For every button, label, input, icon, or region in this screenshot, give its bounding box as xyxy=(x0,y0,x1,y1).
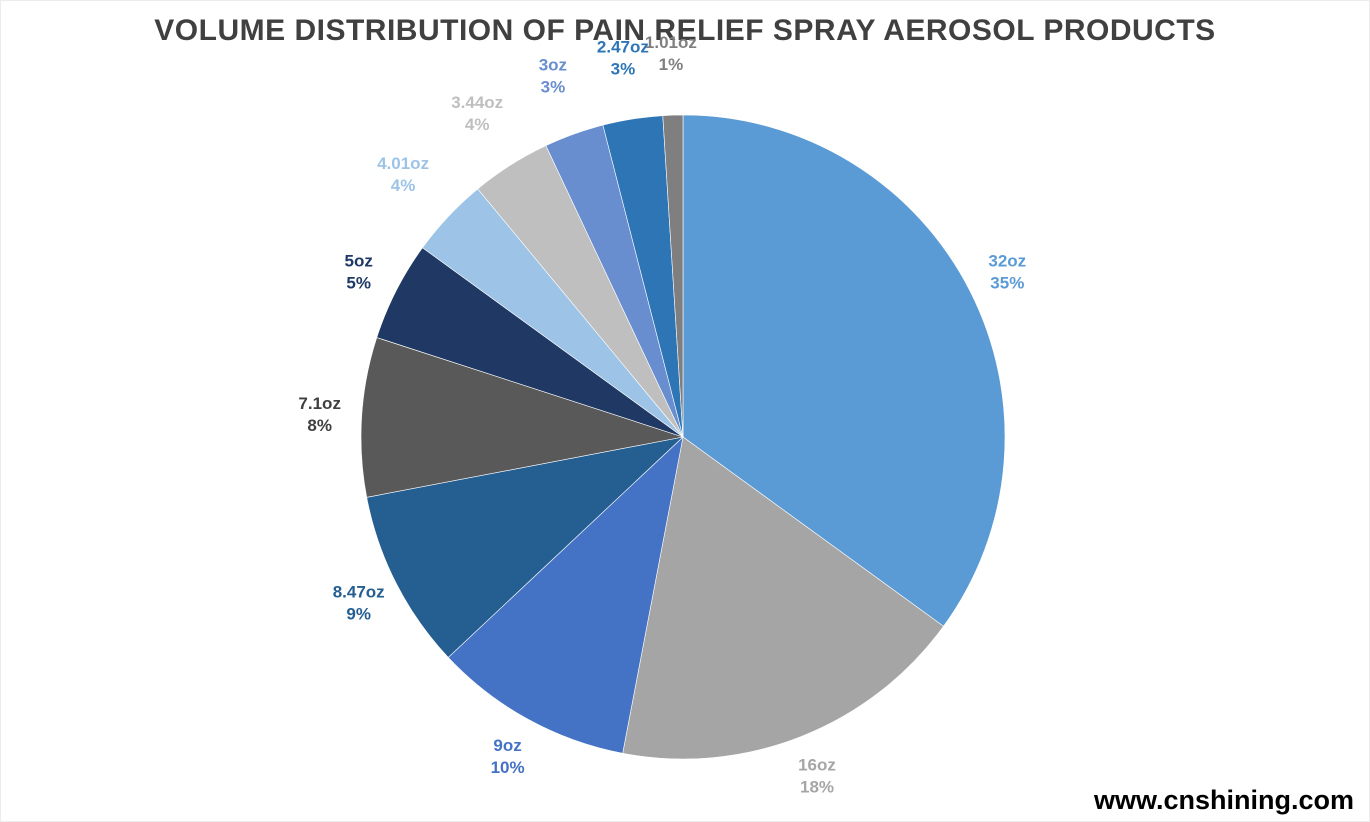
pie-slice-32oz xyxy=(682,114,1006,627)
slice-label-32oz: 32oz 35% xyxy=(988,252,1026,293)
slice-label-2.47oz: 2.47oz 3% xyxy=(597,38,649,79)
pie-slice-8.47oz xyxy=(366,436,684,658)
watermark-text: www.cnshining.com xyxy=(1093,785,1354,815)
pie-slices xyxy=(360,114,1006,760)
pie-labels: 32oz 35% 16oz 18% 9oz 10% 8.47oz 9% 7.1oz 8% 5oz 5%… xyxy=(298,33,1026,796)
slice-label-4.01oz: 4.01oz 4% xyxy=(377,154,429,195)
chart-title: VOLUME DISTRIBUTION OF PAIN RELIEF SPRAY… xyxy=(154,14,1216,47)
slice-label-5oz: 5oz 5% xyxy=(345,252,373,293)
slice-label-3.44oz: 3.44oz 4% xyxy=(451,93,503,134)
slice-label-3oz: 3oz 3% xyxy=(539,56,567,97)
slice-label-9oz: 9oz 10% xyxy=(491,736,525,777)
slice-label-7.1oz: 7.1oz 8% xyxy=(298,394,341,435)
slice-label-8.47oz: 8.47oz 9% xyxy=(333,582,385,623)
slice-label-16oz: 16oz 18% xyxy=(798,755,836,796)
pie-slice-7.1oz xyxy=(360,337,684,498)
pie-slice-1.01oz xyxy=(662,114,684,438)
pie-slice-16oz xyxy=(622,436,944,760)
slice-label-1.01oz: 1.01oz 1% xyxy=(645,33,697,74)
pie-slice-9oz xyxy=(447,436,684,754)
